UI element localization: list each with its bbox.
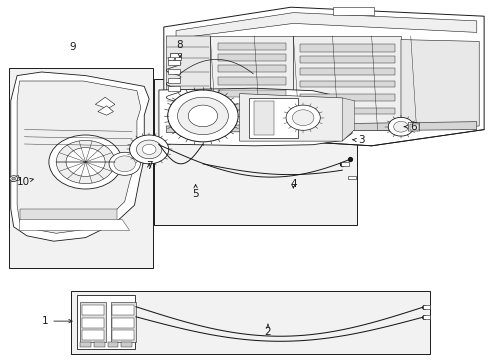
Polygon shape xyxy=(217,54,285,61)
Polygon shape xyxy=(98,106,113,115)
Bar xyxy=(112,318,134,328)
Bar xyxy=(254,101,273,135)
Circle shape xyxy=(136,140,162,159)
Bar xyxy=(249,98,298,138)
Circle shape xyxy=(142,144,156,154)
Bar xyxy=(175,57,181,60)
Circle shape xyxy=(129,135,168,164)
Text: 3: 3 xyxy=(352,135,365,145)
Circle shape xyxy=(12,177,16,180)
Circle shape xyxy=(292,110,313,126)
Polygon shape xyxy=(300,94,394,101)
Circle shape xyxy=(66,148,105,176)
Bar xyxy=(347,176,355,179)
Bar xyxy=(80,302,105,342)
Bar xyxy=(82,305,103,315)
Bar xyxy=(112,305,134,315)
Polygon shape xyxy=(20,220,129,230)
Bar xyxy=(332,7,373,15)
Bar xyxy=(341,162,348,166)
Polygon shape xyxy=(210,36,293,130)
Polygon shape xyxy=(300,68,394,75)
Bar xyxy=(422,305,429,309)
Circle shape xyxy=(49,135,122,189)
Bar xyxy=(170,53,181,58)
Text: 9: 9 xyxy=(69,42,76,52)
Polygon shape xyxy=(17,81,141,233)
Bar xyxy=(167,69,180,74)
Bar xyxy=(71,291,429,354)
Bar xyxy=(112,330,134,340)
Polygon shape xyxy=(217,90,285,97)
Circle shape xyxy=(167,90,238,142)
Circle shape xyxy=(285,105,320,130)
Polygon shape xyxy=(11,176,20,181)
Circle shape xyxy=(56,140,115,184)
Bar xyxy=(409,124,418,130)
Bar xyxy=(110,302,136,342)
Polygon shape xyxy=(159,88,351,146)
Text: 7: 7 xyxy=(145,161,152,171)
Circle shape xyxy=(387,117,413,136)
Polygon shape xyxy=(166,36,210,131)
Bar xyxy=(167,57,173,60)
Polygon shape xyxy=(77,295,135,349)
Polygon shape xyxy=(239,94,347,141)
Polygon shape xyxy=(300,56,394,63)
Polygon shape xyxy=(300,81,394,87)
Polygon shape xyxy=(300,44,394,52)
Polygon shape xyxy=(342,98,354,141)
Polygon shape xyxy=(95,97,115,109)
Text: 6: 6 xyxy=(404,122,416,132)
Polygon shape xyxy=(20,209,117,223)
Polygon shape xyxy=(400,40,478,130)
Bar xyxy=(9,68,153,268)
Polygon shape xyxy=(407,122,419,131)
Bar xyxy=(121,342,132,347)
Circle shape xyxy=(393,121,407,132)
Bar xyxy=(82,318,103,328)
Polygon shape xyxy=(163,7,483,146)
Bar xyxy=(167,60,180,65)
Text: 4: 4 xyxy=(289,179,296,189)
Bar xyxy=(107,342,118,347)
Text: 2: 2 xyxy=(264,324,271,337)
Bar xyxy=(94,342,104,347)
Bar xyxy=(167,86,180,91)
Polygon shape xyxy=(217,77,285,85)
Text: 5: 5 xyxy=(192,185,199,199)
Bar xyxy=(80,342,91,347)
Polygon shape xyxy=(293,36,400,130)
Bar xyxy=(167,78,180,83)
Bar xyxy=(82,330,103,340)
Polygon shape xyxy=(176,13,476,39)
Text: 8: 8 xyxy=(176,40,183,57)
Bar xyxy=(422,315,429,319)
Polygon shape xyxy=(217,104,285,111)
Polygon shape xyxy=(217,65,285,72)
Polygon shape xyxy=(217,43,285,50)
Text: 10: 10 xyxy=(17,177,33,187)
Polygon shape xyxy=(11,72,149,241)
Polygon shape xyxy=(166,122,476,132)
Bar xyxy=(154,79,356,225)
Circle shape xyxy=(114,156,135,172)
Text: 1: 1 xyxy=(41,316,72,326)
Circle shape xyxy=(109,152,140,175)
Circle shape xyxy=(188,105,217,127)
Circle shape xyxy=(177,97,228,135)
Circle shape xyxy=(10,176,18,181)
Polygon shape xyxy=(300,108,394,114)
